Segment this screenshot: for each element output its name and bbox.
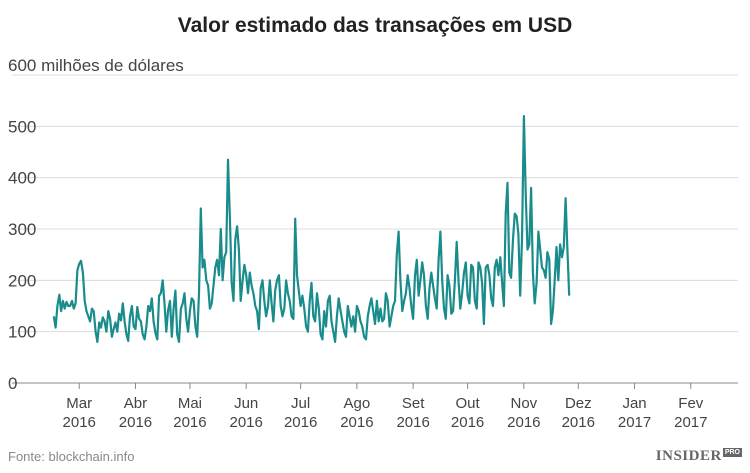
x-tick-label-year: 2017 <box>618 414 651 431</box>
x-tick-label-month: Abr <box>124 395 147 412</box>
y-tick-label: 500 <box>8 117 36 136</box>
gridlines <box>12 74 738 389</box>
x-tick-label-month: Jul <box>291 395 310 412</box>
x-tick-label-year: 2016 <box>173 414 206 431</box>
x-tick-label-month: Out <box>455 395 480 412</box>
x-tick-label-year: 2016 <box>340 414 373 431</box>
y-tick-label: 300 <box>8 220 36 239</box>
y-axis-unit-label: 600 milhões de dólares <box>8 56 184 75</box>
x-tick-label-month: Jan <box>622 395 646 412</box>
insider-pro-logo: INSIDER PRO <box>655 448 742 464</box>
y-tick-label: 200 <box>8 271 36 290</box>
x-tick-label-month: Set <box>402 395 425 412</box>
y-tick-label: 0 <box>8 374 17 393</box>
series-group <box>52 114 571 343</box>
x-tick-label-month: Ago <box>344 395 371 412</box>
x-tick-label-year: 2016 <box>507 414 540 431</box>
x-tick-label-year: 2016 <box>119 414 152 431</box>
y-tick-label: 100 <box>8 323 36 342</box>
x-tick-label-month: Dez <box>565 395 592 412</box>
series-line <box>52 114 571 343</box>
y-tick-label: 400 <box>8 169 36 188</box>
x-tick-label-year: 2016 <box>562 414 595 431</box>
y-axis-tick-labels: 600 milhões de dólares 0 100 200 300 400 500 <box>8 56 184 393</box>
chart-title: Valor estimado das transações em USD <box>177 14 573 37</box>
x-axis-tick-labels: Mar 2016 Abr 2016 Mai 2016 Jun 2016 Jul 2016 Ago 20… <box>63 395 708 431</box>
x-tick-label-year: 2016 <box>396 414 429 431</box>
x-tick-label-year: 2016 <box>229 414 262 431</box>
x-tick-label-month: Mar <box>66 395 92 412</box>
x-tick-label-year: 2016 <box>451 414 484 431</box>
x-tick-label-year: 2017 <box>674 414 707 431</box>
x-tick-label-month: Nov <box>511 395 538 412</box>
x-tick-label-year: 2016 <box>284 414 317 431</box>
x-tick-label-month: Mai <box>178 395 202 412</box>
x-tick-label-year: 2016 <box>63 414 96 431</box>
x-tick-label-month: Fev <box>678 395 704 412</box>
source-note: Fonte: blockchain.info <box>8 449 135 464</box>
x-tick-label-month: Jun <box>234 395 258 412</box>
